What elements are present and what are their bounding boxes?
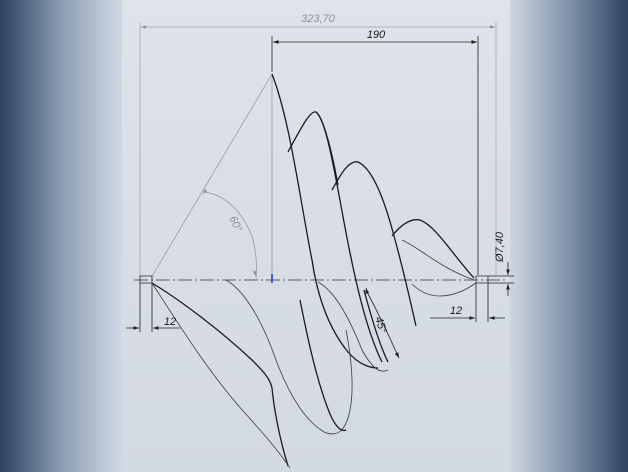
upper-span-label: 190 bbox=[367, 29, 386, 41]
right-stub-dimension: 12 bbox=[430, 283, 505, 322]
diameter-label: Ø7,40 bbox=[494, 231, 506, 263]
upper-span-dimension: 190 bbox=[271, 29, 479, 275]
left-stub-label: 12 bbox=[164, 316, 176, 328]
cone-construction: 60° bbox=[150, 73, 273, 280]
drawing-sheet bbox=[122, 0, 510, 472]
helix-upper-curves bbox=[271, 73, 475, 369]
shaft bbox=[134, 274, 508, 284]
helix-lower-curves bbox=[151, 279, 477, 469]
overall-length-label: 323,70 bbox=[301, 13, 336, 25]
right-stub-label: 12 bbox=[450, 305, 462, 317]
left-stub-dimension: 12 bbox=[126, 283, 180, 332]
helix-angle-dimension: 45° bbox=[365, 287, 400, 359]
diameter-dimension: Ø7,40 bbox=[488, 231, 514, 296]
overall-length-dimension: 323,70 bbox=[139, 13, 497, 278]
helix-angle-label: 45° bbox=[372, 315, 389, 335]
